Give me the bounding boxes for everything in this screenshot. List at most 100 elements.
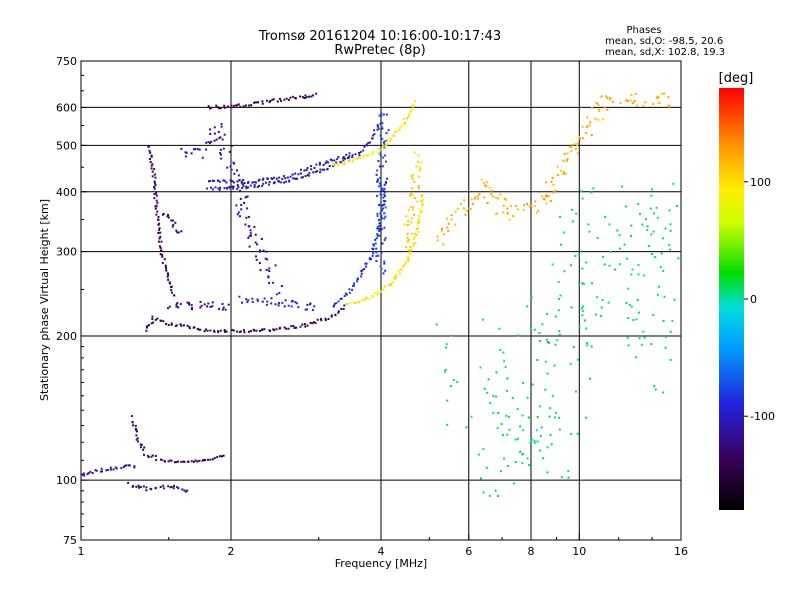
- echo-point: [154, 486, 157, 489]
- echo-point: [246, 195, 249, 198]
- echo-point: [348, 152, 351, 155]
- echo-point: [333, 159, 336, 162]
- echo-point: [265, 181, 267, 184]
- echo-point: [125, 464, 128, 467]
- echo-point: [653, 385, 656, 388]
- echo-point: [162, 320, 165, 323]
- echo-point: [405, 215, 408, 218]
- echo-point: [492, 395, 495, 398]
- echo-point: [384, 200, 387, 203]
- echo-point: [361, 269, 364, 272]
- echo-point: [417, 230, 420, 233]
- echo-point: [569, 145, 572, 148]
- echo-point: [606, 96, 609, 99]
- echo-point: [352, 301, 355, 304]
- trace: [403, 151, 423, 253]
- echo-point: [379, 290, 382, 293]
- echo-point: [173, 461, 176, 464]
- echo-point: [382, 113, 385, 116]
- echo-point: [506, 464, 509, 467]
- echo-point: [318, 163, 321, 166]
- echo-point: [246, 300, 249, 303]
- echo-point: [650, 233, 653, 236]
- echo-point: [411, 176, 414, 179]
- echo-point: [236, 180, 239, 183]
- echo-point: [200, 304, 203, 307]
- echo-point: [654, 388, 657, 391]
- echo-point: [449, 385, 452, 388]
- echo-point: [370, 153, 373, 156]
- echo-point: [549, 200, 552, 202]
- echo-point: [366, 144, 369, 147]
- echo-point: [153, 168, 156, 171]
- echo-point: [299, 168, 302, 171]
- echo-point: [207, 458, 209, 461]
- echo-point: [262, 249, 265, 252]
- echo-point: [310, 168, 313, 171]
- trace: [161, 212, 183, 234]
- echo-point: [232, 104, 235, 107]
- echo-point: [263, 328, 266, 331]
- echo-point: [218, 107, 221, 110]
- echo-point: [510, 205, 512, 208]
- echo-point: [337, 300, 340, 303]
- echo-point: [142, 485, 145, 488]
- echo-point: [558, 416, 561, 419]
- echo-point: [503, 457, 506, 460]
- echo-point: [400, 268, 403, 271]
- echo-point: [278, 176, 281, 179]
- echo-point: [226, 186, 229, 189]
- echo-point: [207, 105, 210, 108]
- echo-point: [506, 212, 509, 215]
- echo-point: [566, 158, 569, 161]
- echo-point: [446, 226, 449, 229]
- echo-point: [482, 447, 485, 450]
- echo-point: [170, 219, 173, 222]
- echo-point: [551, 263, 554, 266]
- echo-point: [526, 203, 528, 205]
- echo-point: [159, 245, 161, 248]
- echo-point: [245, 298, 248, 301]
- echo-point: [545, 202, 548, 205]
- echo-point: [160, 240, 163, 243]
- echo-point: [519, 425, 522, 428]
- echo-point: [207, 302, 210, 305]
- echo-point: [94, 469, 97, 472]
- echo-point: [343, 304, 346, 307]
- echo-point: [277, 304, 280, 307]
- echo-point: [412, 242, 415, 245]
- echo-point: [547, 341, 549, 343]
- echo-point: [581, 125, 584, 128]
- echo-point: [217, 131, 220, 133]
- echo-point: [365, 262, 368, 265]
- echo-point: [360, 299, 363, 302]
- echo-point: [291, 173, 294, 176]
- echo-point: [376, 128, 379, 131]
- echo-point: [381, 165, 384, 168]
- echo-point: [223, 179, 226, 182]
- echo-point: [354, 153, 357, 156]
- echo-point: [497, 412, 500, 414]
- echo-point: [506, 433, 509, 436]
- echo-point: [218, 137, 221, 140]
- echo-point: [161, 213, 164, 216]
- echo-point: [385, 181, 387, 183]
- echo-point: [420, 200, 423, 203]
- echo-point: [533, 205, 536, 207]
- echo-point: [216, 179, 219, 182]
- echo-point: [219, 107, 222, 110]
- echo-point: [668, 105, 671, 108]
- echo-point: [167, 307, 169, 310]
- echo-point: [636, 104, 639, 107]
- echo-point: [270, 177, 273, 180]
- echo-point: [222, 454, 225, 457]
- echo-point: [576, 144, 579, 147]
- echo-point: [600, 306, 603, 309]
- echo-point: [220, 153, 222, 156]
- echo-point: [335, 302, 338, 305]
- echo-point: [507, 415, 510, 418]
- echo-point: [210, 140, 213, 143]
- echo-point: [412, 244, 415, 247]
- echo-point: [239, 215, 241, 218]
- echo-point: [583, 319, 586, 322]
